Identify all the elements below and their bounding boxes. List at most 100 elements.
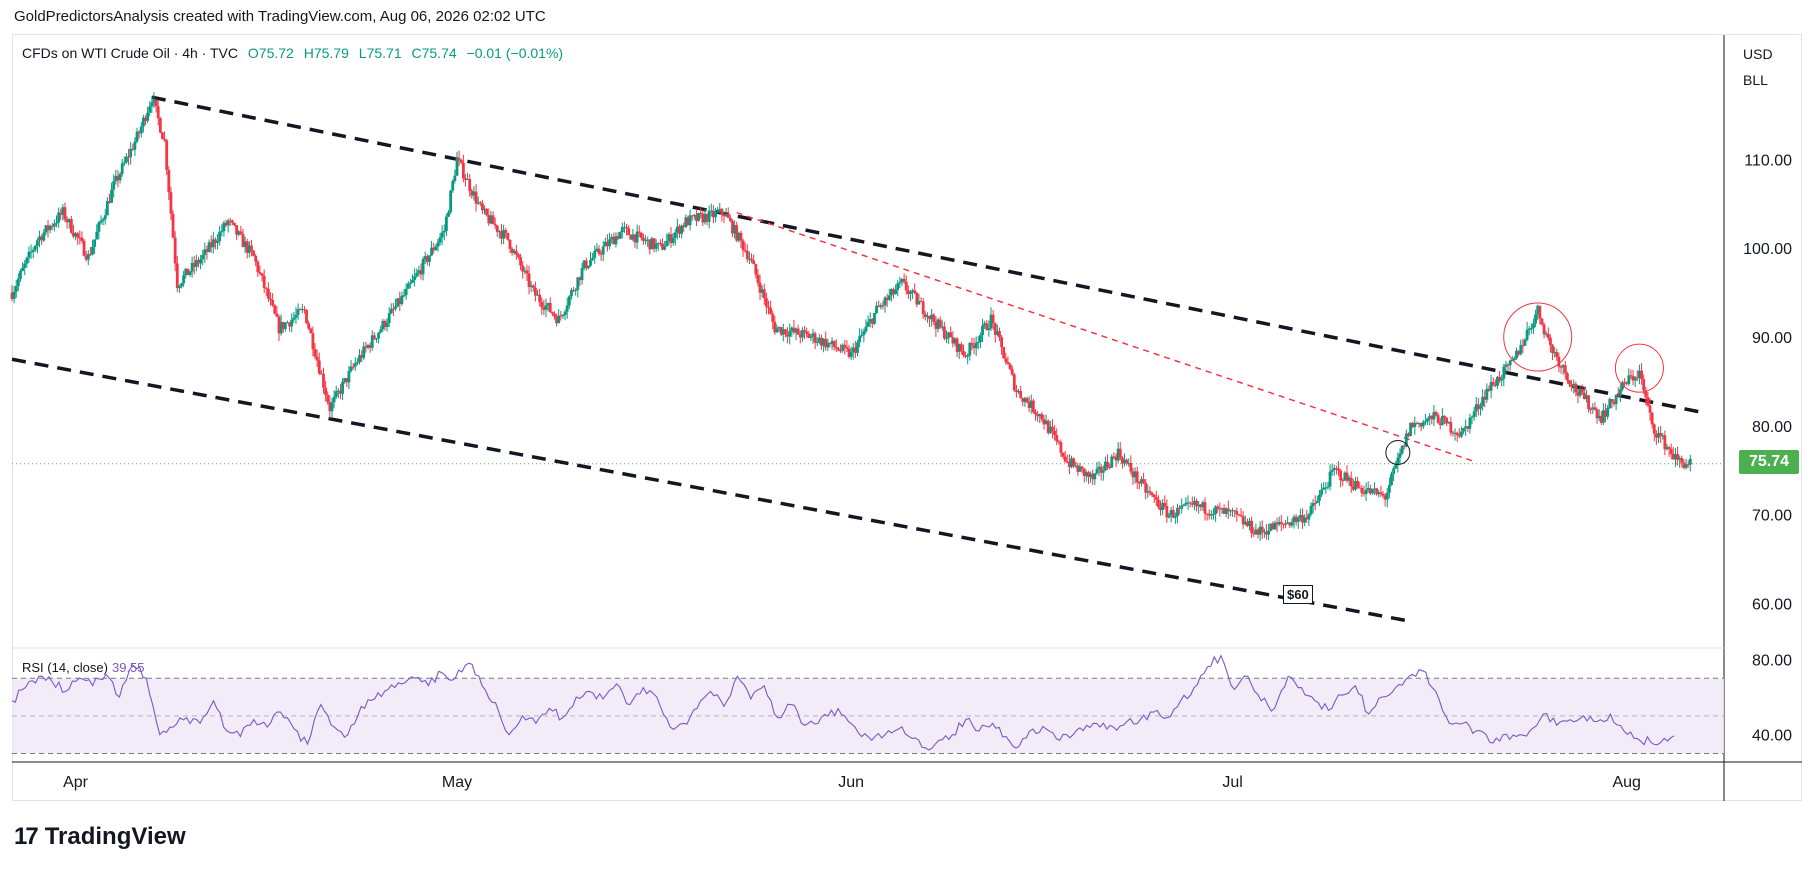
candle-body (296, 309, 300, 315)
candle-body (813, 333, 817, 343)
candle-body (680, 225, 684, 234)
candle-body (1229, 510, 1232, 512)
candle-body (1394, 464, 1398, 469)
candle-body (1231, 510, 1234, 512)
candle-body (1557, 357, 1561, 367)
candle-body (1290, 522, 1294, 526)
candle-body (1269, 523, 1273, 531)
candle-body (423, 256, 427, 260)
candle-body (1472, 411, 1476, 417)
candle-body (557, 315, 561, 324)
candle-body (1061, 452, 1065, 457)
candle-body (1682, 462, 1686, 468)
candle-body (216, 241, 219, 243)
candle-body (981, 325, 984, 336)
candle-body (521, 265, 525, 272)
candle-body (375, 338, 378, 340)
candle-body (402, 295, 406, 297)
candle-body (834, 346, 838, 349)
candle-body (408, 282, 412, 284)
price-target-annotation[interactable]: $60 (1283, 585, 1313, 604)
candle-body (1555, 352, 1559, 358)
candle-body (538, 294, 542, 302)
candle-body (542, 307, 546, 310)
candle-body (438, 237, 442, 243)
candle-body (108, 201, 111, 203)
candle-body (447, 212, 450, 217)
candle-body (1368, 488, 1372, 494)
candle-body (1311, 503, 1315, 507)
candle-body (406, 283, 410, 289)
chart-frame (12, 34, 1802, 801)
unit-label[interactable]: BLL (1743, 72, 1768, 88)
symbol-title[interactable]: CFDs on WTI Crude Oil · 4h · TVC (22, 45, 239, 61)
candle-body (1222, 507, 1226, 514)
candle-body (979, 335, 982, 342)
candle-body (684, 217, 688, 228)
candle-body (599, 253, 603, 255)
candle-body (570, 290, 573, 297)
open-value: O75.72 (247, 45, 294, 61)
candle-body (1534, 314, 1537, 324)
candle-body (398, 298, 402, 304)
candle-body (718, 208, 722, 212)
candle-body (1165, 505, 1169, 518)
candle-body (750, 258, 753, 261)
candle-body (1551, 345, 1554, 354)
time-tick-label: Apr (63, 774, 89, 791)
rsi-title[interactable]: RSI (14, close) (22, 660, 108, 675)
candle-body (892, 289, 895, 295)
candle-body (728, 217, 732, 221)
time-tick-label: Aug (1612, 774, 1640, 791)
candle-body (824, 338, 828, 348)
candle-body (279, 322, 283, 334)
candle-body (1288, 522, 1292, 526)
candle-body (1565, 373, 1569, 381)
candle-body (801, 330, 804, 338)
candle-body (1631, 376, 1635, 381)
candle-body (716, 211, 720, 213)
candle-body (1542, 324, 1546, 335)
candle-body (853, 347, 857, 353)
unit-selector[interactable]: USD BLL (1733, 40, 1797, 104)
candle-body (1277, 521, 1281, 525)
candle-body (1553, 352, 1557, 354)
candle-body (989, 314, 993, 329)
tradingview-logo[interactable]: 17 TradingView (14, 823, 186, 851)
candle-body (175, 263, 179, 289)
candle-body (618, 232, 622, 239)
candle-body (1137, 482, 1141, 484)
candle-body (150, 102, 154, 107)
candle-body (461, 162, 465, 179)
candle-body (1347, 477, 1351, 481)
candle-body (1559, 366, 1563, 368)
candle-body (209, 242, 213, 248)
candle-body (894, 289, 898, 295)
highlight-circle (1614, 343, 1664, 393)
candle-body (1519, 345, 1523, 355)
candle-body (97, 222, 101, 232)
rsi-value: 39.55 (111, 660, 145, 675)
candle-body (1538, 305, 1542, 319)
candle-body (936, 319, 940, 329)
candle-body (1487, 388, 1491, 391)
candle-body (1385, 492, 1389, 500)
candle-body (722, 214, 726, 217)
candle-body (870, 319, 874, 324)
candle-body (341, 381, 344, 394)
currency-label[interactable]: USD (1743, 46, 1773, 62)
candle-body (1436, 415, 1440, 424)
candle-body (428, 255, 431, 262)
candle-body (1375, 488, 1379, 495)
candle-body (1665, 447, 1669, 450)
candle-body (945, 337, 948, 339)
candle-body (1201, 502, 1205, 508)
candle-body (1089, 473, 1092, 477)
candle-body (84, 255, 88, 260)
candle-body (525, 270, 529, 274)
candle-body (1258, 526, 1262, 535)
candle-body (673, 232, 677, 238)
candle-body (784, 329, 787, 335)
candle-body (1351, 486, 1355, 490)
